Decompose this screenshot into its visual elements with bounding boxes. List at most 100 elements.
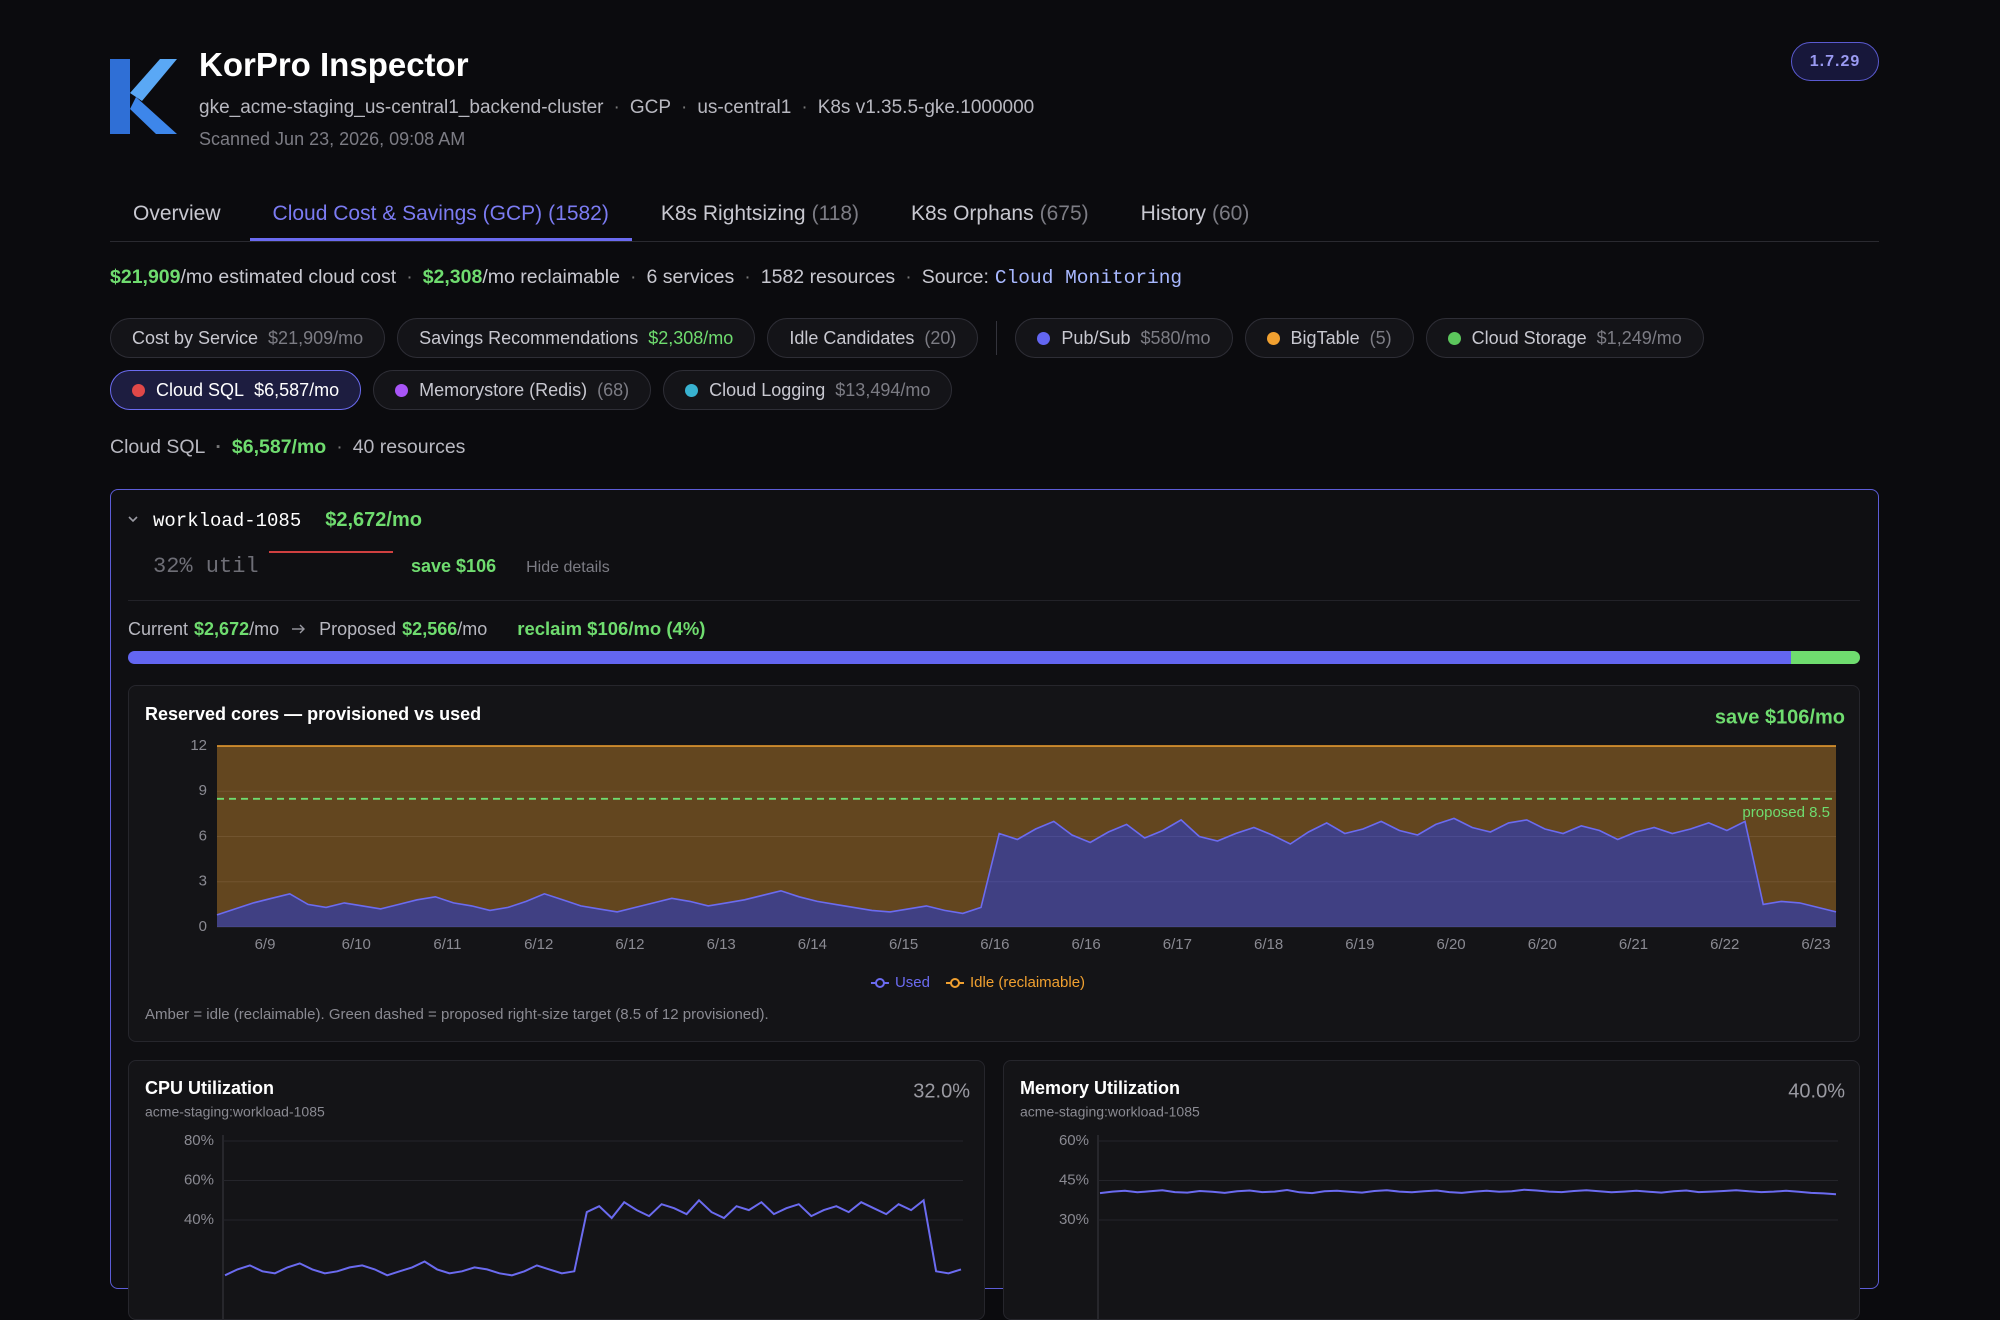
chart-value: 40.0% xyxy=(1788,1080,1845,1102)
resources-count: 1582 resources xyxy=(734,266,895,289)
tab-count: (60) xyxy=(1212,202,1250,225)
workload-header: workload-1085 $2,672/mo xyxy=(153,509,422,532)
used-area xyxy=(217,818,1836,927)
reclaim-cost: $2,308 xyxy=(422,266,483,288)
tab-label: History xyxy=(1140,202,1206,225)
source: Cloud Monitoring xyxy=(994,267,1183,289)
chart-title: Reserved cores — provisioned vs used xyxy=(145,704,481,724)
x-tick-label: 6/15 xyxy=(889,936,918,953)
y-tick-label: 12 xyxy=(190,737,207,754)
cost-suffix: /mo estimated cloud cost xyxy=(180,266,397,288)
x-tick-label: 6/17 xyxy=(1163,936,1192,953)
chart-subtitle: acme-staging:workload-1085 xyxy=(1020,1104,1200,1120)
reclaim-suffix: /mo reclaimable xyxy=(482,266,620,288)
version-badge: 1.7.29 xyxy=(1791,42,1879,81)
tab[interactable]: Overview xyxy=(110,196,244,241)
tab[interactable]: Cloud Cost & Savings (GCP) (1582) xyxy=(249,196,632,241)
legend-swatch xyxy=(949,978,960,988)
x-tick-label: 6/20 xyxy=(1528,936,1557,953)
hide-details[interactable]: Hide details xyxy=(526,559,610,576)
progress-reclaim xyxy=(1791,651,1860,664)
chip-label: Cloud Logging xyxy=(709,379,826,400)
chart-note: Amber = idle (reclaimable). Green dashed… xyxy=(145,1006,769,1023)
tab-label: K8s Rightsizing xyxy=(660,202,806,225)
chip-label: Savings Recommendations xyxy=(419,327,639,348)
chip-label: Cloud SQL xyxy=(156,379,245,400)
collapse-chevron[interactable] xyxy=(127,514,141,526)
logo xyxy=(110,59,177,134)
x-tick-label: 6/21 xyxy=(1619,936,1648,953)
chip-dot xyxy=(1266,331,1280,345)
idle-area xyxy=(217,746,1836,915)
proposed-label: proposed 8.5 xyxy=(1742,804,1830,821)
util: 32% util xyxy=(153,554,259,579)
memory-chart: Memory Utilization acme-staging:workload-… xyxy=(1020,1078,1845,1319)
chip-label: Idle Candidates xyxy=(789,327,915,348)
app-title: KorPro Inspector xyxy=(199,46,469,83)
current-cost: $2,672 xyxy=(194,618,250,639)
legend-label: Used xyxy=(895,974,930,991)
meta-item: us-central1 xyxy=(671,97,791,119)
chip-value: $2,308/mo xyxy=(648,327,734,348)
chart-subtitle: acme-staging:workload-1085 xyxy=(145,1104,325,1120)
x-tick-label: 6/16 xyxy=(1072,936,1101,953)
tab[interactable]: History (60) xyxy=(1118,196,1273,241)
filter-chip[interactable]: Pub/Sub $580/mo xyxy=(1015,318,1233,358)
x-tick-label: 6/11 xyxy=(433,936,461,953)
chart-annotation: save $106/mo xyxy=(1715,706,1845,728)
current-label: Current xyxy=(128,618,189,639)
tab-label: K8s Orphans xyxy=(911,202,1034,225)
x-tick-label: 6/23 xyxy=(1801,936,1830,953)
proposed-label: Proposed xyxy=(319,618,397,639)
cores-panel: Reserved cores — provisioned vs used save… xyxy=(128,685,1860,1042)
x-tick-label: 6/9 xyxy=(255,936,276,953)
save: save $106 xyxy=(411,556,497,576)
x-tick-label: 6/12 xyxy=(524,936,553,953)
legend-swatch xyxy=(874,978,885,988)
chart-title: Memory Utilization xyxy=(1020,1078,1180,1098)
tab[interactable]: K8s Orphans (675) xyxy=(888,196,1112,241)
y-tick-label: 3 xyxy=(199,873,207,890)
filter-chip[interactable]: Savings Recommendations $2,308/mo xyxy=(397,318,756,358)
tab-count: (118) xyxy=(811,202,860,225)
cpu-chart: CPU Utilization acme-staging:workload-108… xyxy=(145,1078,970,1319)
tab[interactable]: K8s Rightsizing (118) xyxy=(638,196,882,241)
filter-chip[interactable]: Cloud Storage $1,249/mo xyxy=(1425,318,1704,358)
filter-chip[interactable]: Cloud Logging $13,494/mo xyxy=(663,370,953,410)
cost-compare: Current $2,672 /mo Proposed $2,566 /mo r… xyxy=(128,618,705,640)
chart-value: 32.0% xyxy=(913,1080,970,1102)
section-name: Cloud SQL xyxy=(110,436,206,458)
chip-label: Memorystore (Redis) xyxy=(419,379,588,400)
legend: Used Idle (reclaimable) xyxy=(870,974,1085,991)
y-tick-label: 40% xyxy=(184,1211,214,1228)
x-tick-label: 6/20 xyxy=(1436,936,1465,953)
chip-dot xyxy=(1037,331,1051,345)
filter-chip[interactable]: Idle Candidates (20) xyxy=(767,318,979,358)
divider xyxy=(128,600,1860,601)
chip-value: $21,909/mo xyxy=(268,327,364,348)
filter-chip[interactable]: Cost by Service $21,909/mo xyxy=(110,318,386,358)
meta-item: GCP xyxy=(604,97,671,119)
per-month: /mo xyxy=(249,618,280,639)
chip-label: Cost by Service xyxy=(132,327,259,348)
chip-bar: Cost by Service $21,909/mo Savings Recomme… xyxy=(110,318,1879,410)
source-label: Source: xyxy=(921,266,989,288)
chip-value: (5) xyxy=(1369,327,1392,348)
cores-chart: Reserved cores — provisioned vs used save… xyxy=(145,704,1845,1023)
workload-stats: 32% util save $106 Hide details xyxy=(153,554,610,579)
tab-label: Cloud Cost & Savings (GCP) xyxy=(272,202,543,225)
section-summary: Cloud SQL $6,587/mo 40 resources xyxy=(110,436,465,459)
x-tick-label: 6/13 xyxy=(707,936,736,953)
filter-chip[interactable]: Cloud SQL $6,587/mo xyxy=(110,370,362,410)
meta-item: K8s v1.35.5-gke.1000000 xyxy=(791,97,1035,119)
y-tick-label: 60% xyxy=(1059,1132,1089,1149)
workload-name: workload-1085 xyxy=(153,510,302,532)
memory-panel: Memory Utilization acme-staging:workload-… xyxy=(1003,1060,1860,1320)
legend-label: Idle (reclaimable) xyxy=(970,974,1085,991)
chip-value: (68) xyxy=(597,379,630,400)
filter-chip[interactable]: BigTable (5) xyxy=(1244,318,1414,358)
filter-chip[interactable]: Memorystore (Redis) (68) xyxy=(373,370,652,410)
chip-value: $580/mo xyxy=(1140,327,1211,348)
chip-label: BigTable xyxy=(1290,327,1360,348)
x-tick-label: 6/19 xyxy=(1345,936,1374,953)
